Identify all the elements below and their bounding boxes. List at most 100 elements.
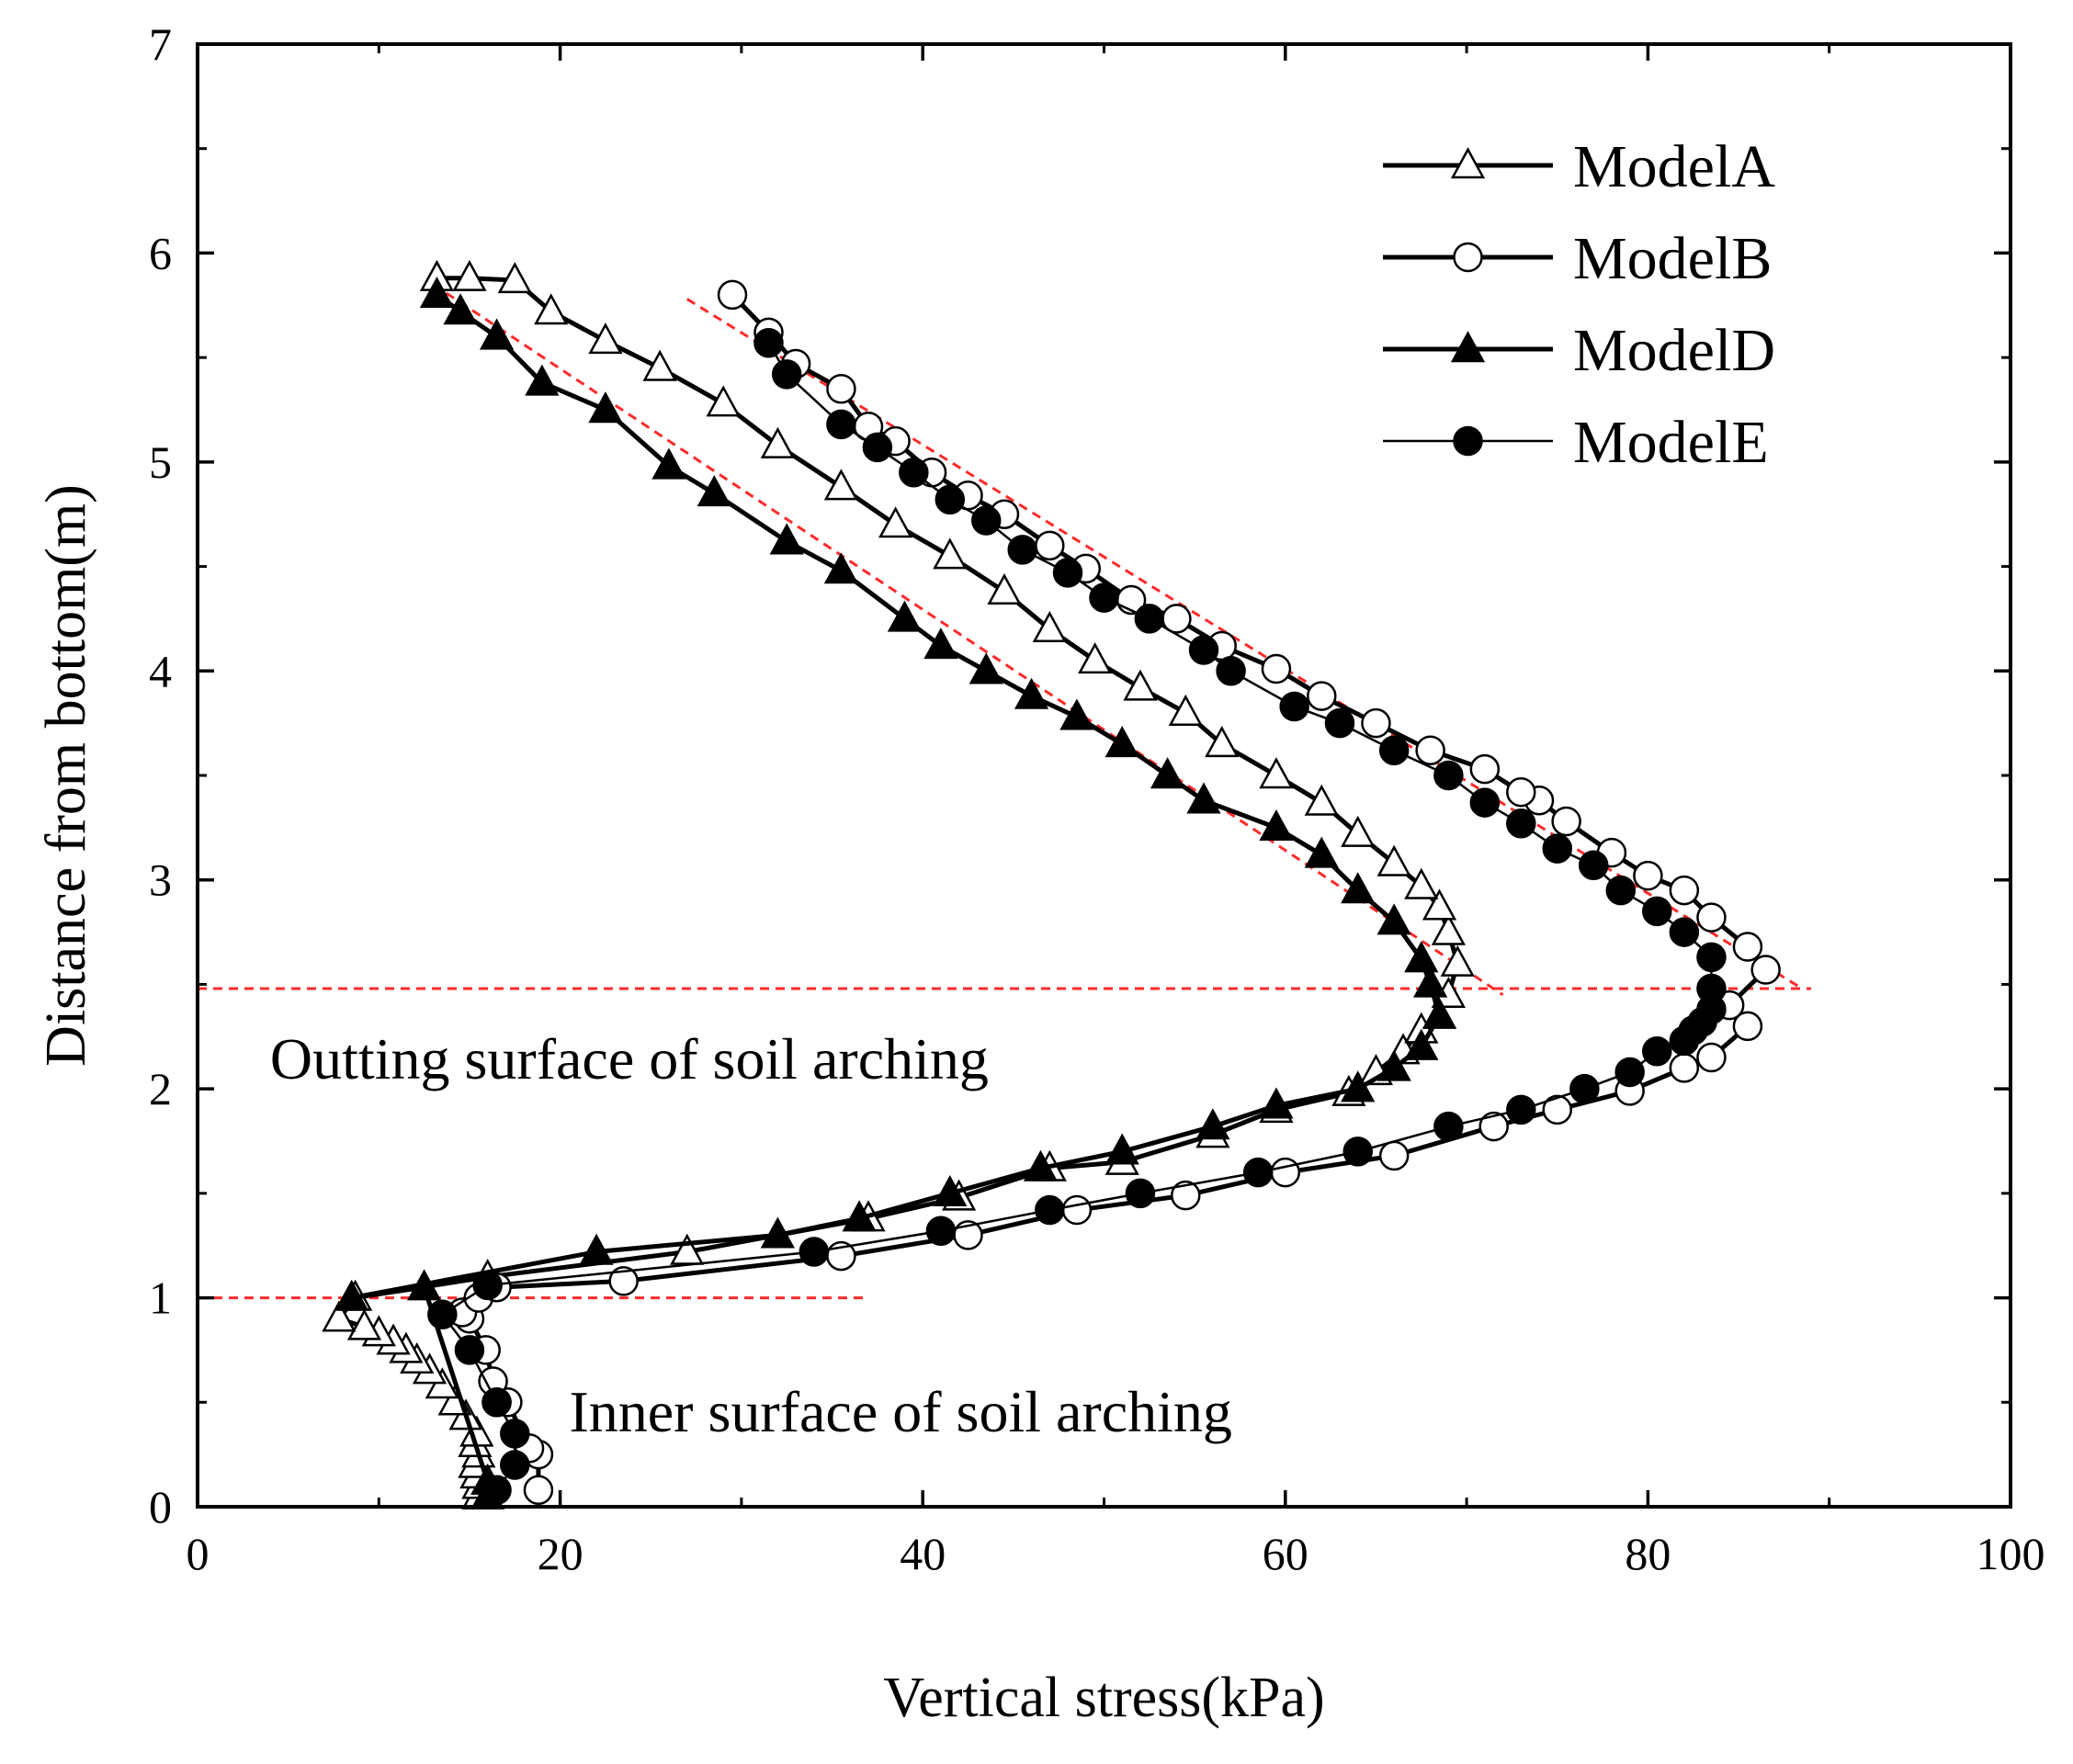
data-point-ModelB [1506, 776, 1536, 808]
data-point-ModelD [579, 1233, 614, 1265]
data-point-ModelA [497, 262, 532, 294]
data-point-ModelE [1696, 942, 1727, 973]
data-point-ModelE [753, 327, 784, 358]
data-point-ModelA [1078, 642, 1113, 674]
data-point-ModelA [1422, 888, 1457, 921]
data-point-ModelD [1186, 782, 1221, 814]
data-point-ModelE [1569, 1073, 1600, 1104]
annotations: Outting surface of soil arching Inner sur… [270, 1026, 1232, 1444]
data-point-ModelB [826, 374, 856, 404]
data-point-ModelA [534, 293, 569, 325]
data-point-ModelE [1342, 1136, 1373, 1167]
data-point-ModelB [717, 279, 748, 311]
data-point-ModelD [1104, 1133, 1139, 1165]
y-tick-label: 2 [149, 1063, 172, 1114]
data-point-ModelE [1578, 850, 1609, 881]
legend-marker [1450, 331, 1486, 363]
data-point-ModelB [1035, 530, 1065, 561]
series-layer [322, 259, 1781, 1510]
data-point-ModelD [1023, 1149, 1059, 1182]
data-point-ModelB [1061, 1194, 1093, 1226]
data-point-ModelE [1642, 1035, 1672, 1067]
data-point-ModelB [1361, 707, 1391, 739]
data-point-ModelD [933, 1175, 968, 1207]
data-point-ModelB [1732, 932, 1763, 962]
annotation-1: Outting surface of soil arching [270, 1026, 989, 1091]
data-point-ModelA [1376, 844, 1411, 876]
data-point-ModelB [1478, 1111, 1509, 1142]
y-tick-label: 1 [149, 1272, 172, 1324]
data-point-ModelD [969, 652, 1003, 684]
data-point-ModelB [1270, 1157, 1301, 1188]
data-point-ModelE [1089, 582, 1119, 613]
data-point-ModelE [899, 457, 929, 488]
series-line-ModelE [441, 342, 1713, 1491]
data-point-ModelD [1413, 966, 1448, 998]
data-point-ModelA [933, 537, 968, 570]
data-point-ModelD [823, 552, 859, 584]
data-point-ModelD [1404, 1028, 1439, 1060]
data-point-ModelA [1341, 815, 1376, 847]
data-point-ModelE [1216, 656, 1246, 686]
data-point-ModelD [334, 1279, 369, 1311]
data-point-ModelE [500, 1419, 530, 1449]
data-point-ModelB [608, 1266, 639, 1296]
x-tick-label: 100 [1977, 1528, 2045, 1579]
data-point-ModelD [479, 318, 515, 350]
data-point-ModelE [427, 1299, 458, 1330]
data-point-ModelB [1696, 1042, 1727, 1073]
data-point-ModelE [454, 1335, 485, 1365]
data-point-ModelD [1304, 836, 1339, 868]
data-point-ModelE [1642, 896, 1672, 927]
data-point-ModelE [500, 1450, 530, 1480]
data-point-ModelB [523, 1475, 554, 1506]
x-tick-label: 40 [900, 1528, 946, 1579]
data-point-ModelE [826, 409, 856, 440]
data-point-ModelD [588, 391, 623, 424]
y-tick-label: 4 [149, 645, 172, 696]
series-line-ModelD [349, 292, 1443, 1497]
legend-label: ModelD [1573, 317, 1775, 384]
legend: ModelA ModelB ModelD ModelE [1383, 133, 1775, 476]
data-point-ModelE [1506, 1094, 1536, 1125]
data-point-ModelE [481, 1387, 512, 1418]
data-point-ModelB [1696, 902, 1727, 933]
data-point-ModelE [1605, 875, 1637, 906]
data-point-ModelD [407, 1269, 442, 1301]
data-point-ModelB [1261, 653, 1292, 684]
data-point-ModelE [1007, 535, 1037, 565]
data-point-ModelD [769, 523, 804, 555]
reference-line-4 [685, 298, 1803, 990]
data-point-ModelD [1259, 1087, 1294, 1119]
legend-label: ModelA [1573, 133, 1775, 200]
data-point-ModelA [346, 1308, 382, 1340]
data-point-ModelE [1242, 1157, 1274, 1188]
data-point-ModelA [1440, 944, 1475, 977]
legend-marker [1453, 425, 1483, 457]
series-ModelE [427, 327, 1727, 1506]
data-point-ModelE [1506, 808, 1536, 839]
data-point-ModelD [1341, 872, 1376, 904]
data-point-ModelD [760, 1216, 795, 1249]
data-point-ModelE [1035, 1194, 1065, 1226]
data-point-ModelE [925, 1216, 957, 1247]
legend-label: ModelB [1573, 225, 1772, 292]
data-point-ModelD [1341, 1070, 1376, 1102]
x-tick-label: 60 [1263, 1528, 1308, 1579]
data-point-ModelE [481, 1475, 512, 1506]
data-point-ModelA [823, 469, 859, 501]
x-axis-title: Vertical stress(kPa) [883, 1667, 1324, 1729]
data-point-ModelD [1376, 903, 1411, 935]
data-point-ModelA [987, 573, 1022, 605]
y-tick-label: 5 [149, 436, 172, 488]
data-point-ModelA [1205, 726, 1240, 758]
data-point-ModelE [1279, 691, 1309, 722]
series-ModelD [334, 277, 1457, 1510]
x-tick-label: 80 [1625, 1528, 1671, 1579]
data-point-ModelA [1123, 669, 1158, 701]
data-point-ModelE [771, 359, 802, 390]
data-point-ModelE [862, 432, 893, 463]
x-tick-label: 0 [187, 1528, 210, 1579]
y-tick-label: 3 [149, 854, 172, 906]
